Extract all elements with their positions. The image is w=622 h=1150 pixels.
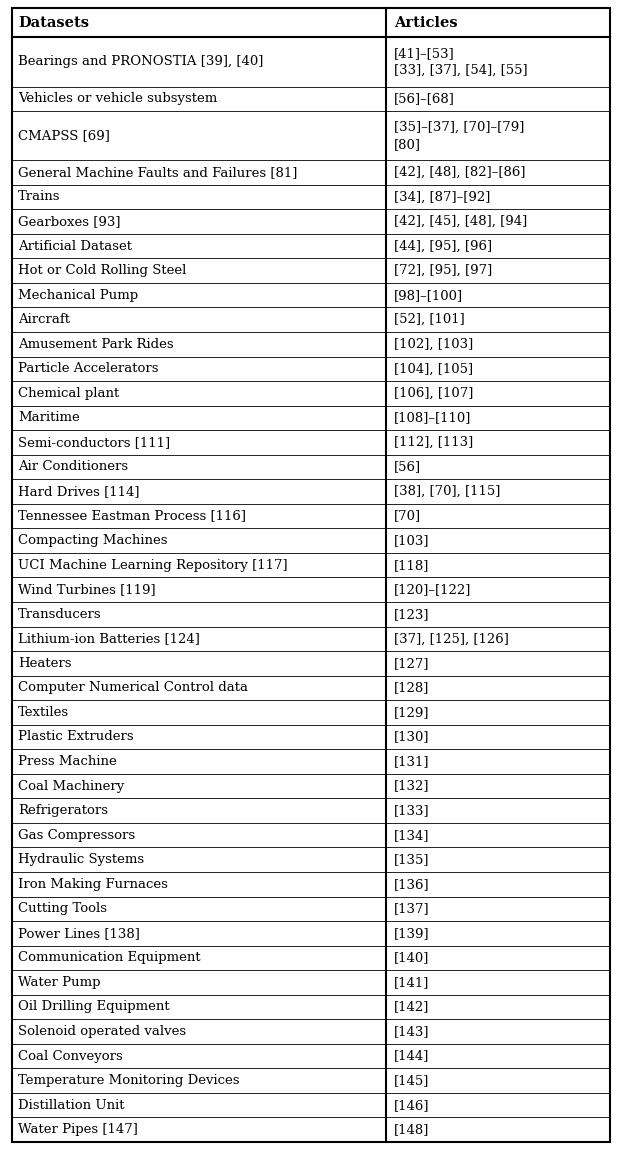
Text: Coal Conveyors: Coal Conveyors <box>18 1050 123 1063</box>
Text: Oil Drilling Equipment: Oil Drilling Equipment <box>18 1000 170 1013</box>
Text: Refrigerators: Refrigerators <box>18 804 108 818</box>
Text: Coal Machinery: Coal Machinery <box>18 780 124 792</box>
Text: [131]: [131] <box>394 756 429 768</box>
Text: [120]–[122]: [120]–[122] <box>394 583 471 596</box>
Text: [103]: [103] <box>394 534 429 547</box>
Text: [102], [103]: [102], [103] <box>394 338 473 351</box>
Text: Tennessee Eastman Process [116]: Tennessee Eastman Process [116] <box>18 509 246 522</box>
Text: Amusement Park Rides: Amusement Park Rides <box>18 338 174 351</box>
Text: Distillation Unit: Distillation Unit <box>18 1098 124 1112</box>
Text: Particle Accelerators: Particle Accelerators <box>18 362 159 375</box>
Text: Cutting Tools: Cutting Tools <box>18 903 107 915</box>
Text: [42], [45], [48], [94]: [42], [45], [48], [94] <box>394 215 527 228</box>
Text: [134]: [134] <box>394 829 429 842</box>
Text: Articles: Articles <box>394 16 457 30</box>
Text: [142]: [142] <box>394 1000 429 1013</box>
Text: Hard Drives [114]: Hard Drives [114] <box>18 485 139 498</box>
Text: Aircraft: Aircraft <box>18 313 70 327</box>
Text: [70]: [70] <box>394 509 421 522</box>
Text: [148]: [148] <box>394 1124 429 1136</box>
Text: Gas Compressors: Gas Compressors <box>18 829 135 842</box>
Text: [112], [113]: [112], [113] <box>394 436 473 449</box>
Text: Maritime: Maritime <box>18 412 80 424</box>
Text: Bearings and PRONOSTIA [39], [40]: Bearings and PRONOSTIA [39], [40] <box>18 55 263 69</box>
Text: Plastic Extruders: Plastic Extruders <box>18 730 134 744</box>
Text: Lithium-ion Batteries [124]: Lithium-ion Batteries [124] <box>18 632 200 645</box>
Text: [136]: [136] <box>394 877 429 891</box>
Text: [37], [125], [126]: [37], [125], [126] <box>394 632 509 645</box>
Text: Heaters: Heaters <box>18 657 72 669</box>
Text: Textiles: Textiles <box>18 706 69 719</box>
Text: [44], [95], [96]: [44], [95], [96] <box>394 239 492 253</box>
Text: [144]: [144] <box>394 1050 429 1063</box>
Text: [145]: [145] <box>394 1074 429 1087</box>
Text: [34], [87]–[92]: [34], [87]–[92] <box>394 191 490 204</box>
Text: Wind Turbines [119]: Wind Turbines [119] <box>18 583 156 596</box>
Text: Hydraulic Systems: Hydraulic Systems <box>18 853 144 866</box>
Text: [129]: [129] <box>394 706 429 719</box>
Text: [104], [105]: [104], [105] <box>394 362 473 375</box>
Text: Datasets: Datasets <box>18 16 89 30</box>
Text: Water Pump: Water Pump <box>18 976 101 989</box>
Text: [38], [70], [115]: [38], [70], [115] <box>394 485 500 498</box>
Text: [141]: [141] <box>394 976 429 989</box>
Text: Air Conditioners: Air Conditioners <box>18 460 128 474</box>
Text: [72], [95], [97]: [72], [95], [97] <box>394 264 492 277</box>
Text: Water Pipes [147]: Water Pipes [147] <box>18 1124 138 1136</box>
Text: Mechanical Pump: Mechanical Pump <box>18 289 138 301</box>
Text: [135]: [135] <box>394 853 429 866</box>
Text: [133]: [133] <box>394 804 429 818</box>
Text: [56]: [56] <box>394 460 421 474</box>
Text: [139]: [139] <box>394 927 429 940</box>
Text: [41]–[53]
[33], [37], [54], [55]: [41]–[53] [33], [37], [54], [55] <box>394 47 527 77</box>
Text: [127]: [127] <box>394 657 429 669</box>
Text: [130]: [130] <box>394 730 429 744</box>
Text: [52], [101]: [52], [101] <box>394 313 465 327</box>
Text: [118]: [118] <box>394 559 429 572</box>
Text: [128]: [128] <box>394 682 429 695</box>
Text: Transducers: Transducers <box>18 607 101 621</box>
Text: [108]–[110]: [108]–[110] <box>394 412 471 424</box>
Text: [98]–[100]: [98]–[100] <box>394 289 463 301</box>
Text: Vehicles or vehicle subsystem: Vehicles or vehicle subsystem <box>18 92 217 106</box>
Text: Temperature Monitoring Devices: Temperature Monitoring Devices <box>18 1074 239 1087</box>
Text: Compacting Machines: Compacting Machines <box>18 534 167 547</box>
Text: [106], [107]: [106], [107] <box>394 386 473 400</box>
Text: CMAPSS [69]: CMAPSS [69] <box>18 129 110 143</box>
Text: [140]: [140] <box>394 951 429 965</box>
Text: Solenoid operated valves: Solenoid operated valves <box>18 1025 186 1038</box>
Text: Gearboxes [93]: Gearboxes [93] <box>18 215 121 228</box>
Text: [56]–[68]: [56]–[68] <box>394 92 455 106</box>
Text: Semi-conductors [111]: Semi-conductors [111] <box>18 436 170 449</box>
Text: [35]–[37], [70]–[79]
[80]: [35]–[37], [70]–[79] [80] <box>394 121 524 151</box>
Text: Hot or Cold Rolling Steel: Hot or Cold Rolling Steel <box>18 264 187 277</box>
Text: [132]: [132] <box>394 780 429 792</box>
Text: Communication Equipment: Communication Equipment <box>18 951 201 965</box>
Text: Trains: Trains <box>18 191 60 204</box>
Text: Computer Numerical Control data: Computer Numerical Control data <box>18 682 248 695</box>
Text: [123]: [123] <box>394 607 429 621</box>
Text: [42], [48], [82]–[86]: [42], [48], [82]–[86] <box>394 166 525 179</box>
Text: [146]: [146] <box>394 1098 429 1112</box>
Text: Press Machine: Press Machine <box>18 756 117 768</box>
Text: [137]: [137] <box>394 903 429 915</box>
Text: [143]: [143] <box>394 1025 429 1038</box>
Text: Iron Making Furnaces: Iron Making Furnaces <box>18 877 168 891</box>
Text: Chemical plant: Chemical plant <box>18 386 119 400</box>
Text: UCI Machine Learning Repository [117]: UCI Machine Learning Repository [117] <box>18 559 287 572</box>
Text: Artificial Dataset: Artificial Dataset <box>18 239 132 253</box>
Text: Power Lines [138]: Power Lines [138] <box>18 927 140 940</box>
Text: General Machine Faults and Failures [81]: General Machine Faults and Failures [81] <box>18 166 297 179</box>
